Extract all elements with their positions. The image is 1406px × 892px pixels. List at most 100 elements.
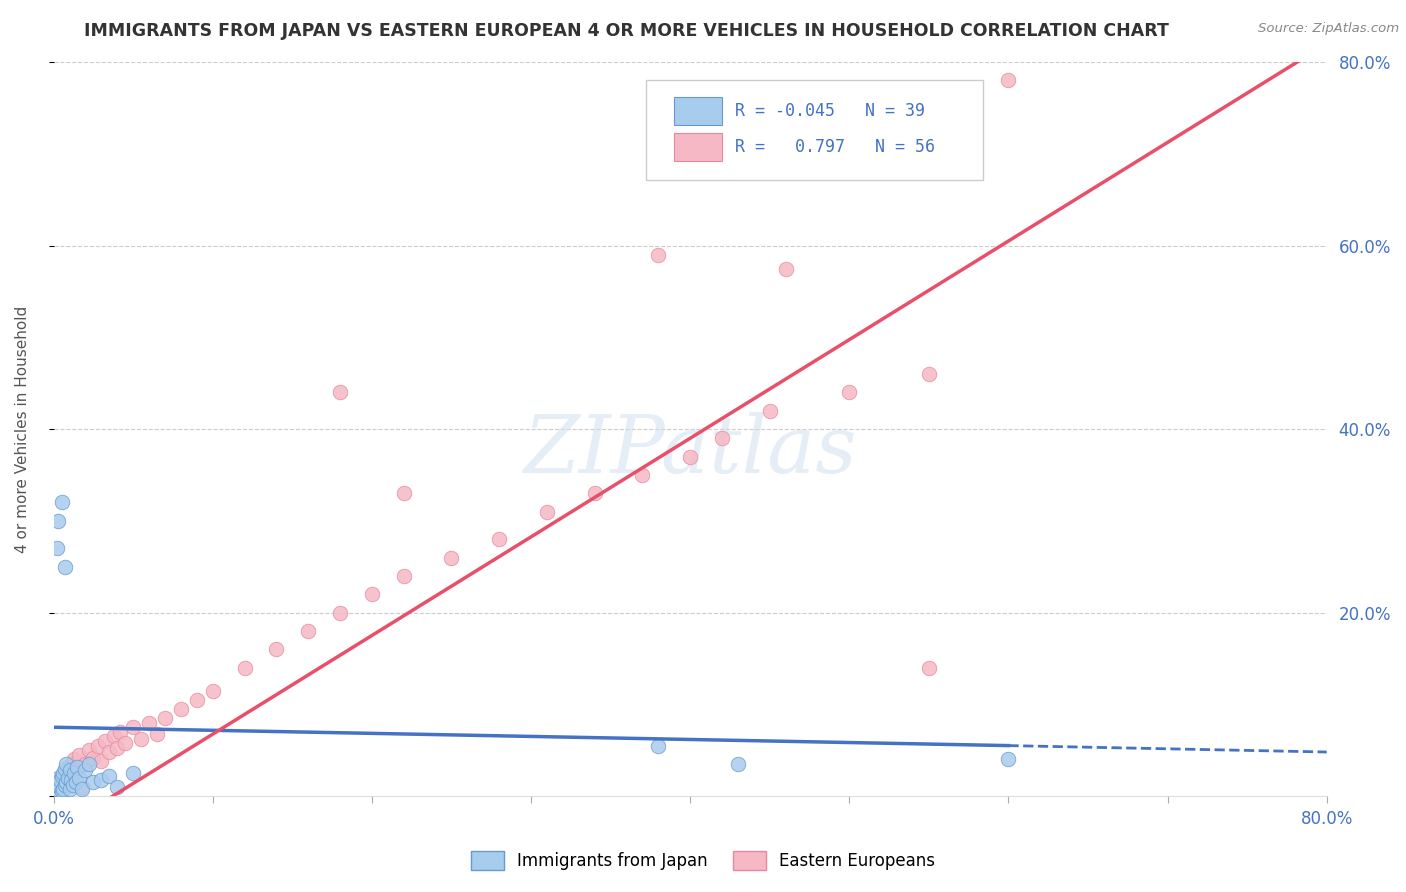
- Point: [98, 769, 121, 783]
- Text: Source: ZipAtlas.com: Source: ZipAtlas.com: [1258, 22, 1399, 36]
- Point: [66, 764, 89, 778]
- Point: [679, 450, 702, 464]
- Point: [55, 778, 77, 792]
- Point: [82, 750, 104, 764]
- Point: [710, 431, 733, 445]
- Point: [488, 532, 510, 546]
- Point: [53, 778, 76, 792]
- Point: [66, 760, 89, 774]
- Point: [838, 385, 860, 400]
- Point: [360, 587, 382, 601]
- Point: [997, 73, 1019, 87]
- Point: [51, 769, 73, 783]
- Point: [105, 780, 128, 794]
- Point: [122, 766, 145, 780]
- Point: [55, 756, 77, 771]
- Point: [45, 778, 67, 792]
- Point: [63, 752, 86, 766]
- Point: [45, 781, 67, 796]
- Point: [647, 248, 669, 262]
- Point: [103, 730, 125, 744]
- Text: R =   0.797   N = 56: R = 0.797 N = 56: [735, 137, 935, 155]
- Text: IMMIGRANTS FROM JAPAN VS EASTERN EUROPEAN 4 OR MORE VEHICLES IN HOUSEHOLD CORREL: IMMIGRANTS FROM JAPAN VS EASTERN EUROPEA…: [84, 22, 1170, 40]
- Point: [45, 784, 67, 798]
- Point: [266, 642, 288, 657]
- Point: [129, 732, 152, 747]
- Point: [67, 771, 90, 785]
- Point: [727, 756, 749, 771]
- Point: [65, 775, 87, 789]
- Point: [62, 778, 84, 792]
- Point: [63, 766, 86, 780]
- Point: [77, 756, 100, 771]
- Point: [392, 486, 415, 500]
- Point: [918, 660, 941, 674]
- Point: [51, 783, 73, 797]
- Point: [77, 743, 100, 757]
- Point: [51, 495, 73, 509]
- Point: [49, 772, 72, 787]
- Text: R = -0.045   N = 39: R = -0.045 N = 39: [735, 102, 925, 120]
- Point: [93, 734, 115, 748]
- Y-axis label: 4 or more Vehicles in Household: 4 or more Vehicles in Household: [15, 305, 30, 553]
- Point: [67, 747, 90, 762]
- Point: [55, 775, 77, 789]
- Point: [45, 541, 67, 556]
- Point: [918, 367, 941, 381]
- Point: [75, 756, 97, 771]
- Point: [48, 514, 70, 528]
- Point: [105, 741, 128, 756]
- Point: [146, 726, 169, 740]
- Point: [110, 724, 132, 739]
- Point: [58, 772, 80, 787]
- Point: [647, 739, 669, 753]
- Point: [49, 775, 72, 789]
- Point: [170, 702, 193, 716]
- Point: [60, 772, 83, 787]
- Point: [122, 720, 145, 734]
- Point: [82, 775, 104, 789]
- Point: [297, 624, 319, 638]
- Point: [138, 715, 160, 730]
- Point: [440, 550, 463, 565]
- Point: [52, 766, 75, 780]
- Point: [48, 780, 70, 794]
- Point: [87, 739, 110, 753]
- Point: [775, 261, 797, 276]
- Point: [44, 784, 66, 798]
- Point: [536, 505, 558, 519]
- Point: [392, 569, 415, 583]
- Point: [53, 766, 76, 780]
- Point: [583, 486, 606, 500]
- Point: [758, 403, 780, 417]
- Point: [98, 745, 121, 759]
- FancyBboxPatch shape: [645, 80, 983, 179]
- Point: [201, 683, 224, 698]
- Point: [51, 771, 73, 785]
- Point: [90, 772, 112, 787]
- Point: [186, 692, 208, 706]
- Point: [233, 660, 256, 674]
- Point: [56, 762, 79, 776]
- Text: ZIPatlas: ZIPatlas: [523, 412, 856, 490]
- Point: [48, 771, 70, 785]
- Point: [52, 781, 75, 796]
- Point: [62, 769, 84, 783]
- Point: [90, 754, 112, 768]
- Bar: [673, 96, 721, 125]
- Point: [53, 559, 76, 574]
- Point: [631, 467, 654, 482]
- Point: [58, 764, 80, 778]
- Point: [153, 711, 176, 725]
- Point: [75, 764, 97, 778]
- Bar: [673, 133, 721, 161]
- Point: [72, 780, 94, 794]
- Point: [53, 762, 76, 776]
- Point: [329, 606, 352, 620]
- Point: [52, 781, 75, 796]
- Point: [997, 752, 1019, 766]
- Point: [56, 771, 79, 785]
- Point: [58, 781, 80, 796]
- Point: [49, 780, 72, 794]
- Point: [329, 385, 352, 400]
